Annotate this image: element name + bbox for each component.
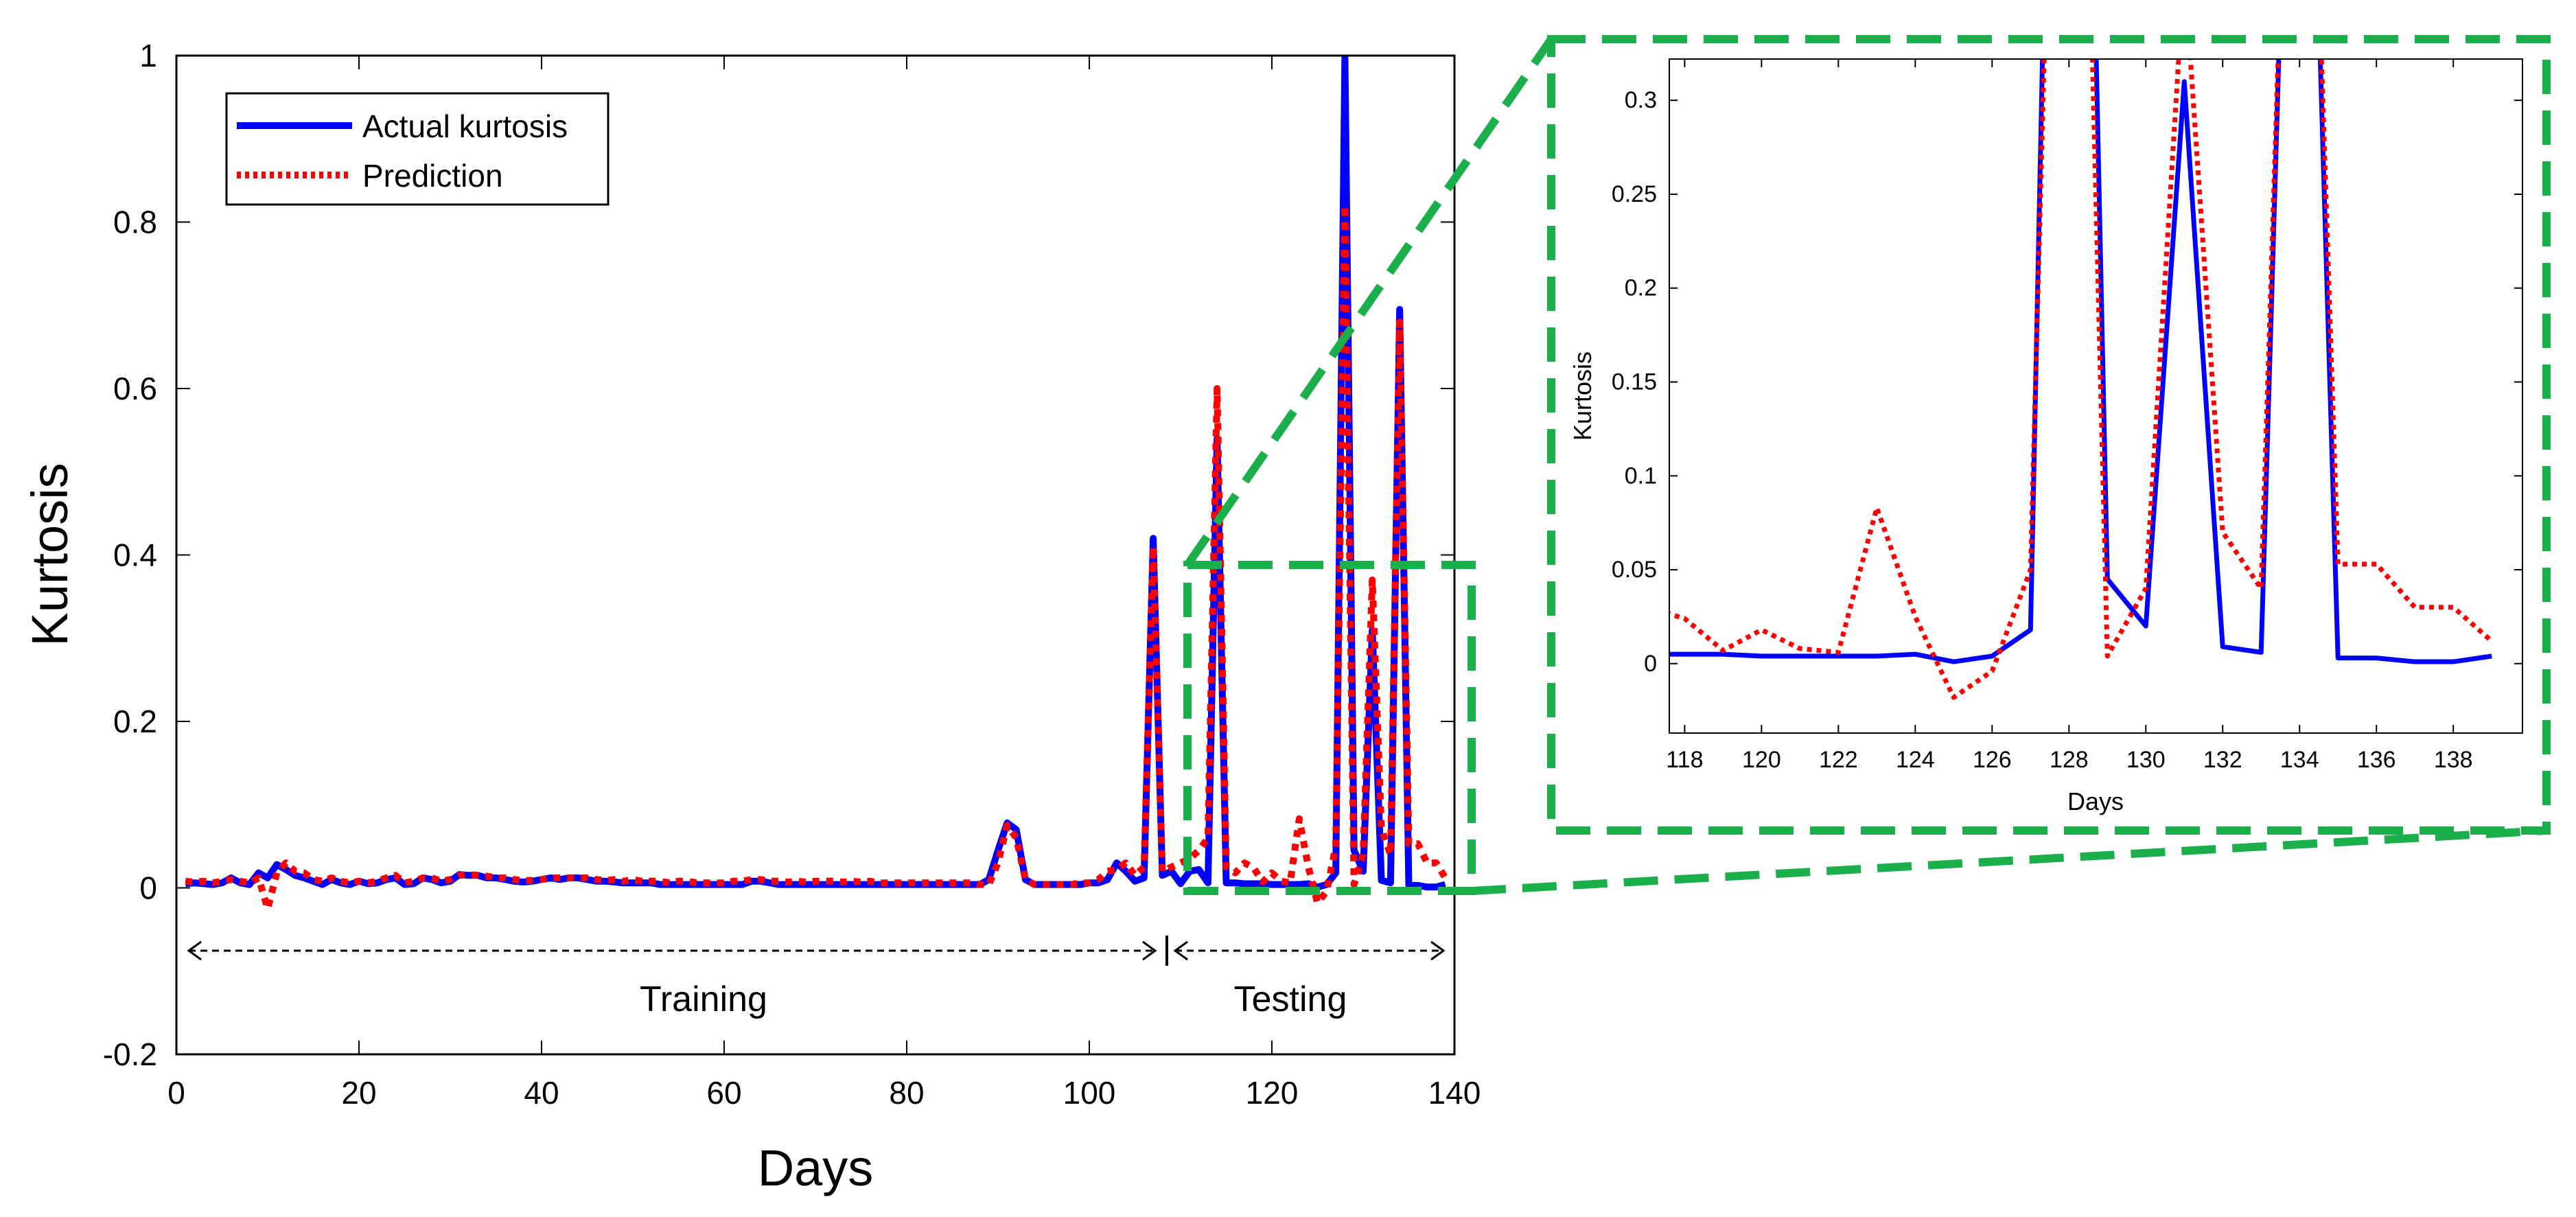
inset-xtick-label-4: 126 [1973, 747, 2012, 773]
main-xtick-label-2: 40 [524, 1075, 559, 1111]
main-ytick-label-6: 1 [139, 38, 157, 73]
main-xtick-label-1: 20 [341, 1075, 376, 1111]
inset-y-axis-label: Kurtosis [1568, 351, 1597, 441]
inset-ytick-label-2: 0.1 [1625, 463, 1657, 489]
inset-xtick-label-8: 134 [2280, 747, 2319, 773]
inset-ytick-label-1: 0.05 [1612, 557, 1657, 583]
inset-xtick-label-9: 136 [2357, 747, 2396, 773]
training-label: Training [640, 980, 767, 1019]
legend-label-prediction: Prediction [362, 158, 503, 194]
main-ytick-label-4: 0.6 [113, 371, 157, 406]
inset-xtick-label-7: 132 [2203, 747, 2242, 773]
main-chart: 0 20 40 60 80 100 120 140 -0.2 0 0.2 0.4 0.6 0.8 1 Act… [21, 38, 1481, 1196]
zoom-target-box [1547, 35, 2551, 835]
zoom-source-box [1183, 561, 1476, 895]
testing-arrow-left-head [1173, 940, 1188, 961]
main-ytick-label-5: 0.8 [113, 205, 157, 240]
testing-arrow-right-head [1430, 940, 1446, 961]
inset-xtick-label-6: 130 [2126, 747, 2166, 773]
main-xtick-label-3: 60 [706, 1075, 741, 1111]
inset-ytick-label-5: 0.25 [1612, 181, 1657, 207]
zoom-connector-top [1184, 36, 1555, 568]
range-arrows: Training Testing [187, 936, 1446, 1019]
main-xtick-label-4: 80 [889, 1075, 924, 1111]
inset-background [1669, 59, 2522, 733]
legend-label-actual: Actual kurtosis [362, 108, 568, 144]
main-x-axis-label: Days [758, 1139, 874, 1196]
inset-xtick-label-3: 124 [1896, 747, 1935, 773]
main-ytick-label-2: 0.2 [113, 704, 157, 739]
main-axes-frame [175, 54, 1456, 1056]
inset-ytick-label-3: 0.15 [1612, 369, 1657, 395]
inset-ytick-label-0: 0 [1644, 651, 1657, 677]
main-xtick-label-5: 100 [1063, 1075, 1116, 1111]
zoom-connector-bottom [1471, 826, 2547, 895]
testing-label: Testing [1234, 980, 1347, 1019]
legend-box [225, 92, 610, 206]
zoom-callout [1183, 35, 2551, 895]
inset-x-axis-label: Days [2067, 787, 2124, 815]
main-series-prediction-line [185, 202, 1448, 912]
main-tick-labels: 0 20 40 60 80 100 120 140 -0.2 0 0.2 0.4 0.6 0.8 1 [103, 38, 1481, 1111]
inset-tick-labels: 118 120 122 124 126 128 130 132 134 136 138 0 0.05 0.… [1612, 87, 2473, 773]
main-ytick-label-0: -0.2 [103, 1036, 157, 1072]
inset-xtick-label-2: 122 [1819, 747, 1858, 773]
inset-xtick-label-0: 118 [1666, 747, 1703, 773]
inset-ytick-label-6: 0.3 [1625, 87, 1657, 113]
main-ytick-label-3: 0.4 [113, 537, 157, 573]
training-arrow-right-head [1142, 940, 1157, 961]
main-ytick-label-1: 0 [139, 870, 157, 906]
main-xtick-label-6: 120 [1246, 1075, 1299, 1111]
training-arrow-left-head [187, 940, 202, 961]
legend: Actual kurtosis Prediction [225, 92, 610, 206]
inset-chart: 118 120 122 124 126 128 130 132 134 136 138 0 0.05 0.… [1568, 58, 2523, 815]
main-series-group [185, 56, 1448, 912]
main-xtick-label-7: 140 [1428, 1075, 1481, 1111]
inset-xtick-label-10: 138 [2434, 747, 2473, 773]
inset-xtick-label-5: 128 [2050, 747, 2089, 773]
inset-tick-marks [1669, 59, 2522, 733]
inset-xtick-label-1: 120 [1742, 747, 1781, 773]
main-xtick-label-0: 0 [167, 1075, 185, 1111]
inset-axes-frame [1669, 58, 2523, 734]
inset-ytick-label-4: 0.2 [1625, 275, 1657, 301]
main-y-axis-label: Kurtosis [21, 463, 78, 646]
